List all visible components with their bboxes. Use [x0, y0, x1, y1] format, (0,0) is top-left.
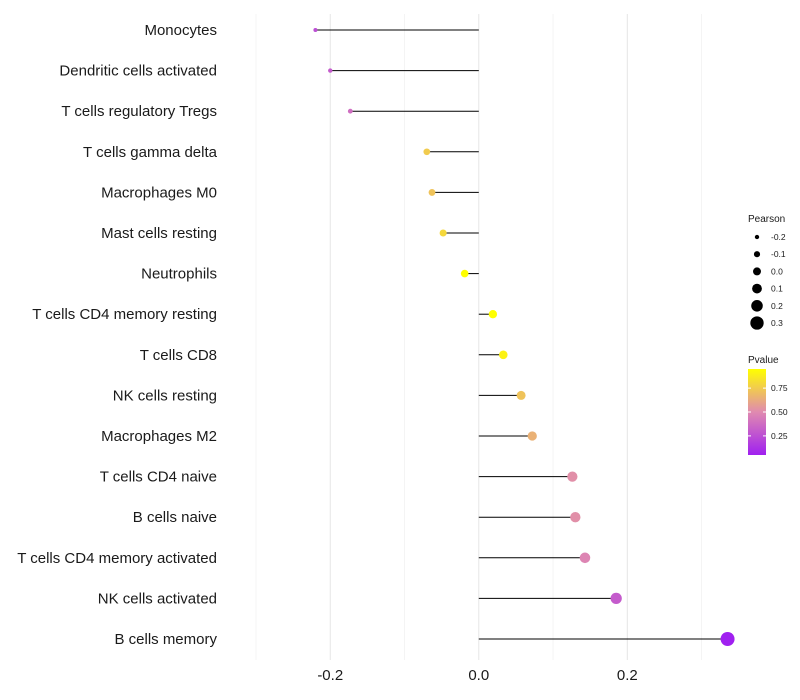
category-label: NK cells resting — [113, 387, 217, 404]
category-label: Monocytes — [144, 22, 217, 39]
category-label: Neutrophils — [141, 266, 217, 283]
pvalue-legend-title: Pvalue — [748, 355, 779, 366]
lollipop-point — [488, 310, 498, 319]
pearson-size-legend: Pearson -0.2 -0.1 0.0 0.1 0.2 0.3 — [748, 214, 786, 330]
grid-lines — [255, 14, 702, 660]
lollipop-stems — [315, 29, 728, 640]
lollipop-point — [567, 471, 578, 482]
size-legend-key — [750, 316, 764, 330]
size-legend-key — [753, 251, 761, 258]
lollipop-point — [347, 108, 353, 114]
size-legend-label: -0.2 — [771, 232, 786, 242]
lollipop-point — [610, 592, 622, 605]
lollipop-point — [328, 68, 333, 73]
category-label: B cells memory — [114, 631, 217, 648]
pvalue-color-legend: Pvalue 0.75 0.50 0.25 — [748, 355, 788, 455]
size-legend-key — [751, 300, 763, 312]
category-label: NK cells activated — [98, 590, 217, 607]
lollipop-point — [439, 229, 447, 237]
x-tick-label: 0.2 — [617, 667, 638, 684]
pvalue-colorbar — [748, 369, 766, 455]
lollipop-point — [428, 188, 436, 196]
category-label: T cells gamma delta — [83, 144, 218, 161]
size-legend-key — [752, 283, 762, 294]
category-label: B cells naive — [133, 509, 217, 526]
size-legend-label: -0.1 — [771, 249, 786, 259]
size-legend-label: 0.3 — [771, 318, 783, 328]
size-legend-key — [754, 234, 760, 240]
lollipop-point — [313, 28, 318, 32]
lollipop-point — [527, 431, 537, 441]
lollipop-points — [313, 28, 735, 646]
lollipop-point — [499, 350, 508, 360]
lollipop-point — [516, 390, 526, 400]
colorbar-label: 0.25 — [771, 431, 788, 441]
category-label: T cells CD4 memory activated — [17, 550, 217, 567]
colorbar-label: 0.75 — [771, 383, 788, 393]
lollipop-point — [460, 269, 469, 278]
size-legend-label: 0.1 — [771, 284, 783, 294]
x-axis-ticks: -0.2 0.0 0.2 — [317, 667, 637, 684]
size-legend-key — [753, 267, 761, 276]
category-label: T cells CD4 memory resting — [32, 306, 217, 323]
category-label: Mast cells resting — [101, 225, 217, 242]
category-label: Macrophages M2 — [101, 428, 217, 445]
size-legend-label: 0.0 — [771, 266, 783, 276]
category-label: Dendritic cells activated — [59, 63, 217, 80]
size-legend-label: 0.2 — [771, 301, 783, 311]
x-tick-label: 0.0 — [468, 667, 489, 684]
y-axis-labels: Monocytes Dendritic cells activated T cell… — [17, 22, 217, 648]
lollipop-point — [579, 552, 591, 564]
lollipop-point — [570, 512, 581, 523]
pearson-legend-title: Pearson — [748, 214, 785, 225]
x-tick-label: -0.2 — [317, 667, 343, 684]
category-label: T cells CD8 — [140, 347, 217, 364]
category-label: T cells regulatory Tregs — [61, 103, 217, 120]
colorbar-label: 0.50 — [771, 407, 788, 417]
lollipop-point — [423, 148, 431, 156]
category-label: T cells CD4 naive — [100, 469, 217, 486]
category-label: Macrophages M0 — [101, 184, 217, 201]
lollipop-point — [720, 632, 735, 646]
